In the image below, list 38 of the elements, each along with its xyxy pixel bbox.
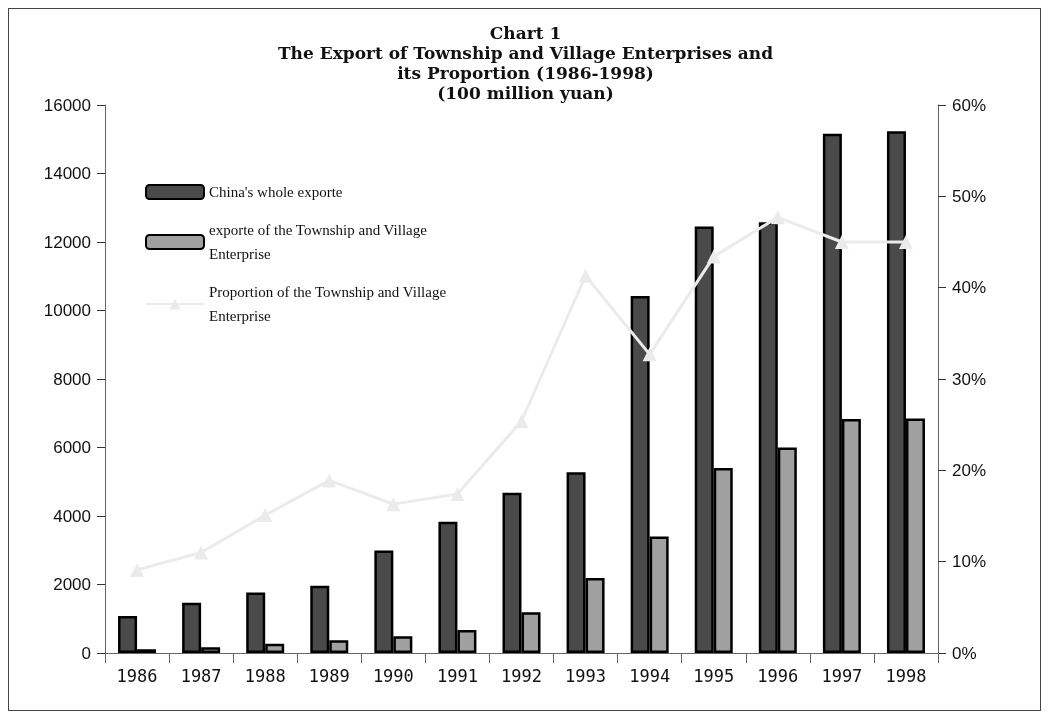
x-tick-label: 1994	[629, 665, 671, 686]
chart-title: Chart 1 The Export of Township and Village Enterprises and its Proportion (1986-1998) (100 million yuan)	[277, 23, 774, 103]
y-tick-label: 10000	[43, 301, 91, 320]
y2-tick-label: 30%	[952, 369, 987, 389]
point	[642, 347, 657, 362]
y2-tick-label: 60%	[952, 95, 987, 115]
point	[706, 249, 721, 264]
point	[834, 235, 849, 249]
x-tick-label: 1987	[180, 665, 222, 686]
y2-tick-label: 0%	[952, 643, 977, 663]
x-tick-label: 1998	[885, 665, 927, 686]
x-tick-label: 1986	[116, 665, 158, 686]
y2-tick-label: 10%	[952, 552, 987, 572]
y2-tick-label: 40%	[952, 278, 987, 298]
point	[898, 235, 913, 249]
point	[770, 210, 785, 225]
y-tick-label: 0	[81, 643, 91, 663]
y2-tick-label: 20%	[952, 460, 987, 480]
y-tick-label: 4000	[53, 506, 91, 526]
x-tick-label: 1989	[308, 665, 350, 686]
y-tick-label: 16000	[43, 95, 91, 115]
x-tick-label: 1992	[501, 665, 542, 686]
y-tick-label: 12000	[43, 232, 91, 252]
x-tick-label: 1988	[244, 665, 286, 686]
x-tick-label: 1997	[821, 665, 863, 686]
legend-label: China's whole exporte	[209, 184, 343, 200]
y-tick-label: 2000	[53, 575, 91, 594]
x-tick-label: 1996	[757, 665, 799, 686]
y-tick-label: 14000	[43, 164, 91, 183]
legend-label: exporte of the Township and Village Enterprise	[209, 222, 431, 262]
x-tick-label: 1990	[372, 665, 414, 686]
x-tick-label: 1993	[565, 665, 607, 686]
y-tick-label: 6000	[53, 438, 91, 457]
legend-label: Proportion of the Township and Village Enterprise	[209, 284, 450, 324]
y2-tick-label: 50%	[952, 186, 987, 206]
x-tick-label: 1991	[436, 665, 478, 686]
x-tick-label: 1995	[693, 665, 735, 686]
y-tick-label: 8000	[53, 369, 91, 389]
